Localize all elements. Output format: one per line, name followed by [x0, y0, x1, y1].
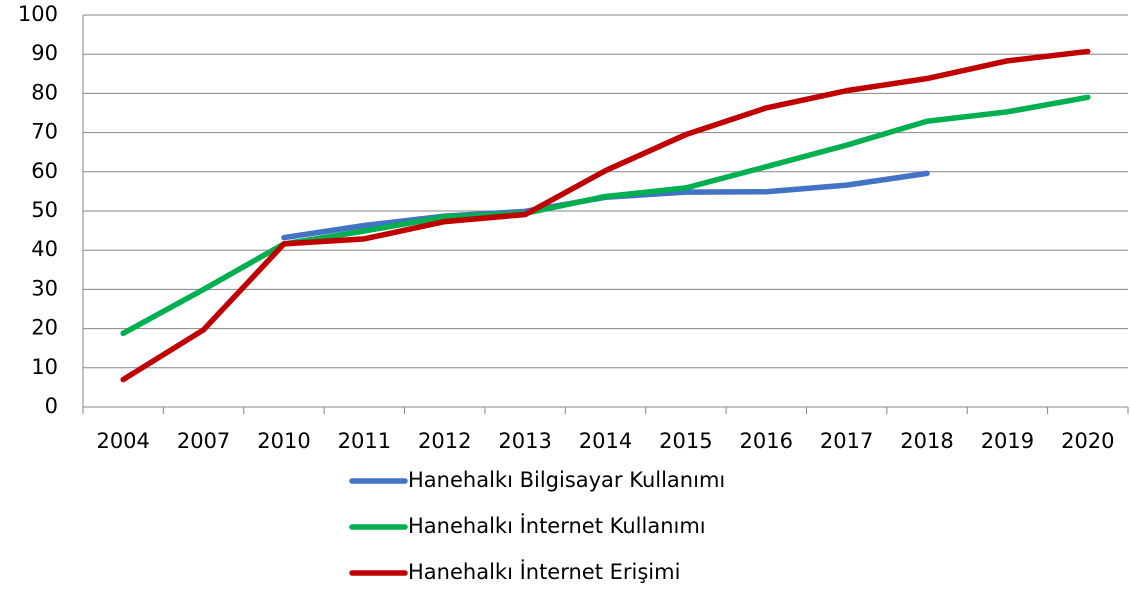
y-tick-label: 40	[31, 237, 58, 261]
x-tick-label: 2012	[418, 429, 471, 453]
x-tick-label: 2013	[498, 429, 551, 453]
y-tick-label: 90	[31, 41, 58, 65]
legend-label: Hanehalkı İnternet Erişimi	[408, 559, 680, 584]
series-line	[120, 48, 1091, 383]
y-tick-label: 0	[45, 394, 58, 418]
y-tick-label: 100	[18, 2, 58, 26]
y-tick-label: 10	[31, 355, 58, 379]
x-tick-label: 2015	[659, 429, 712, 453]
y-tick-label: 50	[31, 198, 58, 222]
x-tick-label: 2004	[96, 429, 149, 453]
x-tick-label: 2010	[257, 429, 310, 453]
y-tick-label: 70	[31, 120, 58, 144]
legend-label: Hanehalkı Bilgisayar Kullanımı	[408, 468, 725, 492]
x-tick-label: 2007	[177, 429, 230, 453]
x-tick-label: 2011	[338, 429, 391, 453]
legend-label: Hanehalkı İnternet Kullanımı	[408, 513, 706, 538]
y-tick-label: 80	[31, 80, 58, 104]
x-tick-label: 2018	[900, 429, 953, 453]
x-tick-label: 2016	[740, 429, 793, 453]
x-tick-label: 2019	[981, 429, 1034, 453]
y-tick-label: 60	[31, 159, 58, 183]
y-tick-label: 30	[31, 276, 58, 300]
y-tick-label: 20	[31, 316, 58, 340]
x-tick-label: 2014	[579, 429, 632, 453]
x-tick-label: 2020	[1061, 429, 1114, 453]
x-tick-label: 2017	[820, 429, 873, 453]
